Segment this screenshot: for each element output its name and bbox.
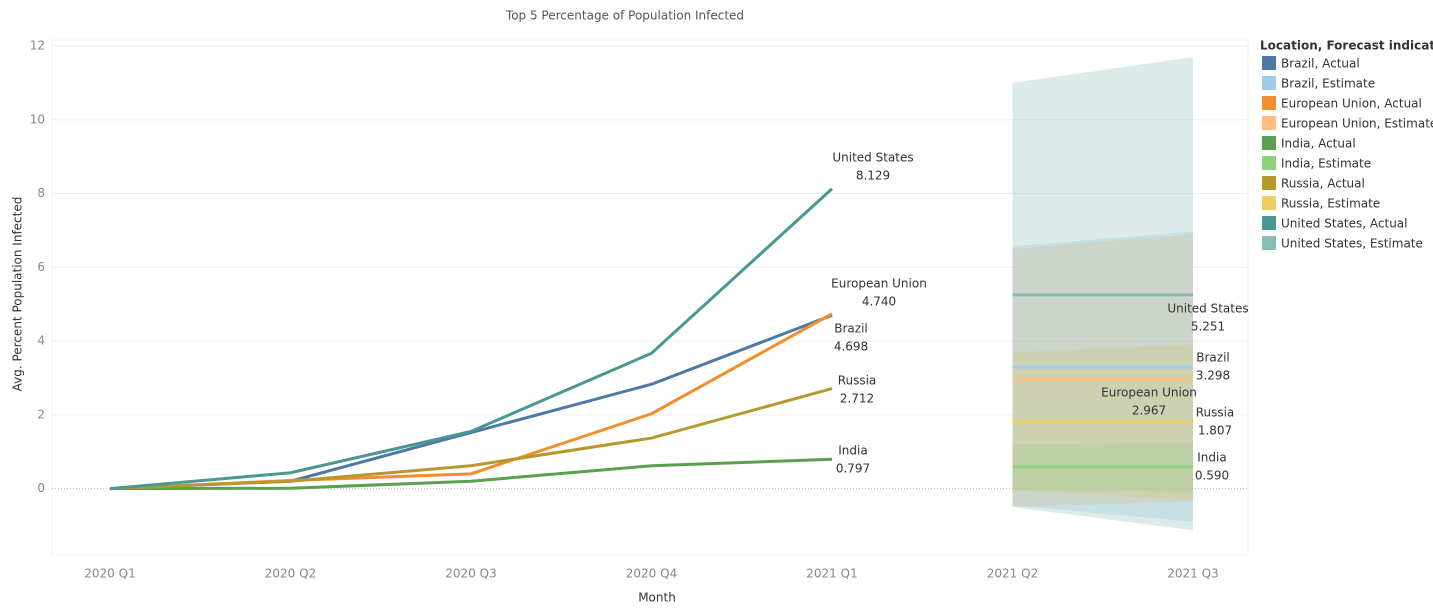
legend-swatch xyxy=(1262,76,1276,90)
legend-label: India, Estimate xyxy=(1281,157,1371,171)
legend-swatch xyxy=(1262,56,1276,70)
legend-label: United States, Estimate xyxy=(1281,237,1423,251)
y-tick-label: 0 xyxy=(37,481,45,495)
series-line xyxy=(109,387,833,491)
data-label-name: Russia xyxy=(1196,406,1235,420)
forecast-band xyxy=(1012,231,1193,522)
x-tick-label: 2020 Q3 xyxy=(445,567,496,581)
legend-swatch xyxy=(1262,116,1276,130)
x-tick-label: 2021 Q3 xyxy=(1167,567,1218,581)
data-label: 4.698 xyxy=(834,340,868,354)
data-label: 0.797 xyxy=(836,462,870,476)
legend-label: United States, Actual xyxy=(1281,217,1407,231)
legend-label: European Union, Actual xyxy=(1281,97,1422,111)
y-tick-label: 10 xyxy=(30,112,45,126)
x-tick-label: 2021 Q1 xyxy=(806,567,857,581)
data-label-name: United States xyxy=(832,151,913,165)
series-line xyxy=(109,187,834,491)
data-label-name: Brazil xyxy=(1196,351,1230,365)
x-axis-label: Month xyxy=(638,591,676,605)
data-label: 4.740 xyxy=(862,295,896,309)
chart-title: Top 5 Percentage of Population Infected xyxy=(505,9,744,23)
y-tick-label: 4 xyxy=(37,334,45,348)
x-tick-label: 2020 Q2 xyxy=(265,567,316,581)
legend-label: Russia, Actual xyxy=(1281,177,1365,191)
legend-swatch xyxy=(1262,96,1276,110)
y-tick-label: 12 xyxy=(30,39,45,53)
legend-swatch xyxy=(1262,196,1276,210)
y-tick-label: 8 xyxy=(37,186,45,200)
y-tick-label: 2 xyxy=(37,407,45,421)
forecast-band xyxy=(1012,234,1193,508)
data-label: 0.590 xyxy=(1195,469,1229,483)
x-tick-label: 2020 Q1 xyxy=(84,567,135,581)
data-label: 8.129 xyxy=(856,169,890,183)
legend-title: Location, Forecast indicator xyxy=(1260,39,1433,53)
legend-swatch xyxy=(1262,156,1276,170)
data-label-name: United States xyxy=(1167,302,1248,316)
x-tick-label: 2021 Q2 xyxy=(987,567,1038,581)
legend-swatch xyxy=(1262,176,1276,190)
legend-label: India, Actual xyxy=(1281,137,1356,151)
y-tick-label: 6 xyxy=(37,260,45,274)
legend-swatch xyxy=(1262,136,1276,150)
data-label-name: Russia xyxy=(838,374,877,388)
data-label-name: European Union xyxy=(831,277,927,291)
data-label: 3.298 xyxy=(1196,369,1230,383)
plot-area xyxy=(51,39,1249,556)
x-tick-label: 2020 Q4 xyxy=(626,567,677,581)
legend-label: European Union, Estimate xyxy=(1281,117,1433,131)
series-line xyxy=(109,457,833,491)
data-label: 1.807 xyxy=(1198,424,1232,438)
legend-label: Brazil, Actual xyxy=(1281,57,1360,71)
data-label: 2.967 xyxy=(1132,404,1166,418)
data-label-name: India xyxy=(1197,451,1226,465)
legend-swatch xyxy=(1262,216,1276,230)
data-label-name: Brazil xyxy=(834,322,868,336)
data-label-name: India xyxy=(838,444,867,458)
legend-swatch xyxy=(1262,236,1276,250)
data-label: 5.251 xyxy=(1191,320,1225,334)
legend-label: Brazil, Estimate xyxy=(1281,77,1375,91)
data-label-name: European Union xyxy=(1101,386,1197,400)
y-axis-label: Avg. Percent Population Infected xyxy=(11,197,25,392)
legend-label: Russia, Estimate xyxy=(1281,197,1380,211)
data-label: 2.712 xyxy=(840,392,874,406)
